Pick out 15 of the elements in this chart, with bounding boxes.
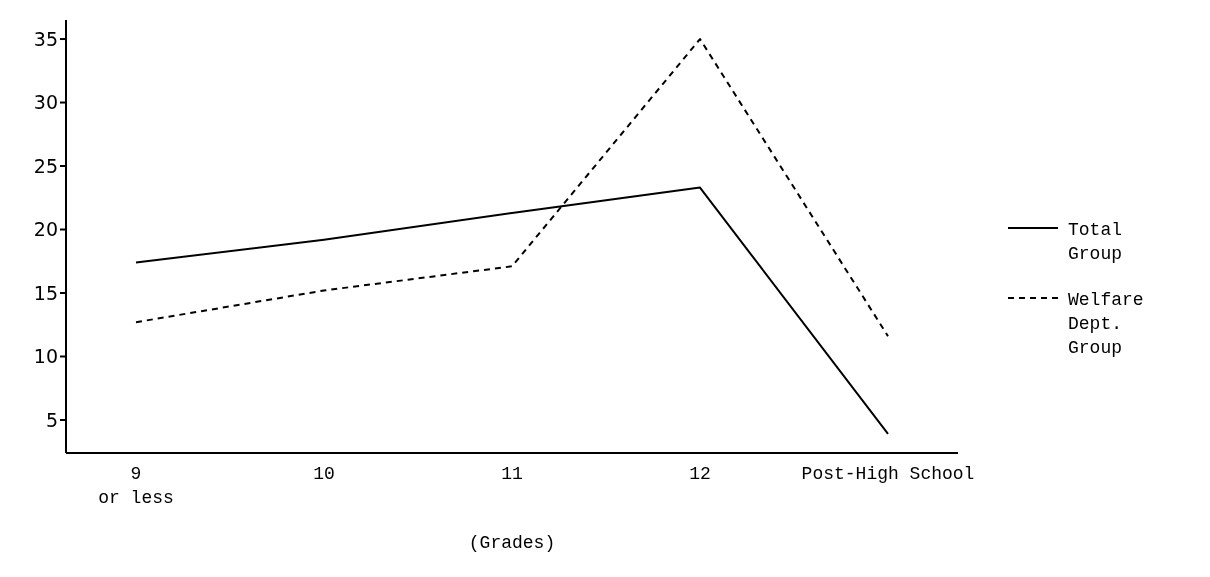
x-axis-title: (Grades) <box>468 533 556 553</box>
y-tick-label: 10 <box>33 345 58 368</box>
y-tick-label: 30 <box>33 91 58 114</box>
y-tick-label: 20 <box>33 218 58 241</box>
y-tick-label: 25 <box>33 154 58 177</box>
x-tick-label: Post-High School <box>801 464 975 484</box>
y-tick-label: 15 <box>33 281 58 304</box>
x-tick-label: 9 or less <box>98 464 174 508</box>
x-tick-label: 10 <box>313 464 335 484</box>
x-tick-label: 11 <box>501 464 523 484</box>
x-tick-label: 12 <box>689 464 711 484</box>
legend-label: Welfare Dept. Group <box>1068 289 1145 360</box>
y-tick-label: 5 <box>45 408 58 431</box>
y-tick-label: 35 <box>33 27 58 50</box>
legend-label: Total Group <box>1068 219 1123 266</box>
